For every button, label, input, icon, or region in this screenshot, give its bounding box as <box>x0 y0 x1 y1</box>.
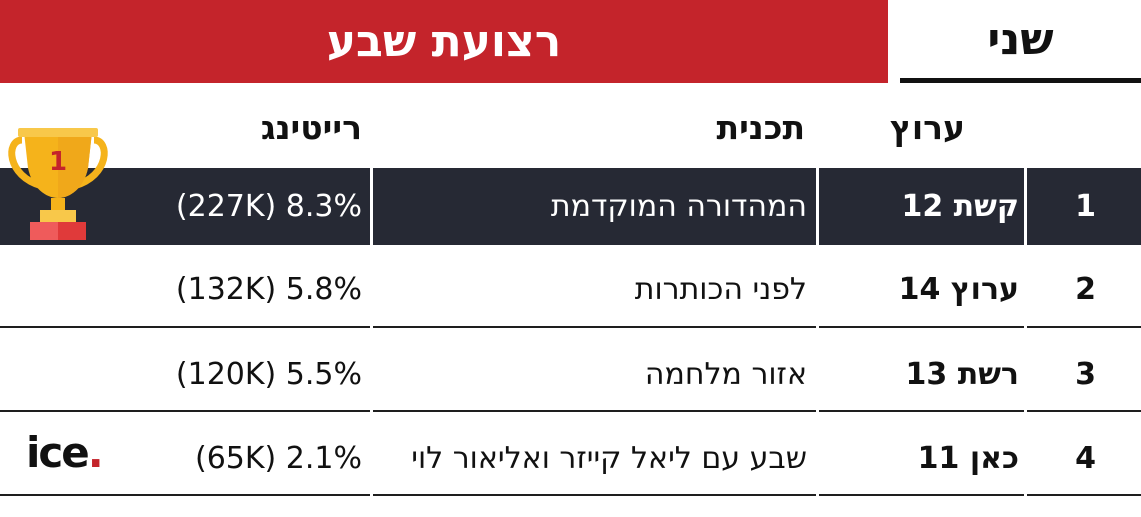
row-divider <box>0 494 1141 496</box>
row-divider <box>0 326 1141 328</box>
program-cell: שבע עם ליאל קייזר ואליאור לוי <box>411 441 807 476</box>
divider-gap <box>816 410 819 413</box>
rank-cell: 1 <box>1075 189 1096 224</box>
program-cell: לפני הכותרות <box>634 272 807 307</box>
channel-cell: ערוץ 14 <box>898 272 1019 307</box>
ice-logo: ice. <box>26 428 104 477</box>
channel-cell: כאן 11 <box>917 441 1019 476</box>
divider-gap <box>1024 410 1027 413</box>
column-header-program: תכנית <box>716 108 805 147</box>
logo-dot: . <box>87 428 104 477</box>
divider-gap <box>816 494 819 497</box>
channel-cell: קשת 12 <box>901 189 1019 224</box>
column-divider <box>816 168 819 245</box>
rating-cell: (120K) 5.5% <box>175 357 362 392</box>
program-cell: אזור מלחמה <box>644 357 807 392</box>
divider-gap <box>370 410 373 413</box>
divider-gap <box>816 326 819 329</box>
divider-gap <box>1024 494 1027 497</box>
day-underline <box>900 78 1141 83</box>
rating-cell: (132K) 5.8% <box>175 272 362 307</box>
rank-cell: 2 <box>1075 272 1096 307</box>
column-header-channel: ערוץ <box>890 108 965 147</box>
row-divider <box>0 410 1141 412</box>
column-header-rating: רייטינג <box>260 108 362 147</box>
rating-cell: (65K) 2.1% <box>194 441 362 476</box>
channel-cell: רשת 13 <box>905 357 1020 392</box>
table-row <box>0 168 1141 245</box>
column-divider <box>1024 168 1027 245</box>
divider-gap <box>370 326 373 329</box>
rating-cell: (227K) 8.3% <box>175 189 362 224</box>
logo-text: ice <box>26 428 90 477</box>
trophy-number: 1 <box>49 147 67 177</box>
title-banner <box>0 0 888 83</box>
program-cell: המהדורה המוקדמת <box>550 189 807 224</box>
trophy-icon: 1 <box>4 128 112 243</box>
page-title: רצועת שבע <box>326 16 562 67</box>
divider-gap <box>1024 326 1027 329</box>
rank-cell: 4 <box>1075 441 1096 476</box>
divider-gap <box>370 494 373 497</box>
rank-cell: 3 <box>1075 357 1096 392</box>
column-divider <box>370 168 373 245</box>
day-label: שני <box>987 13 1054 65</box>
